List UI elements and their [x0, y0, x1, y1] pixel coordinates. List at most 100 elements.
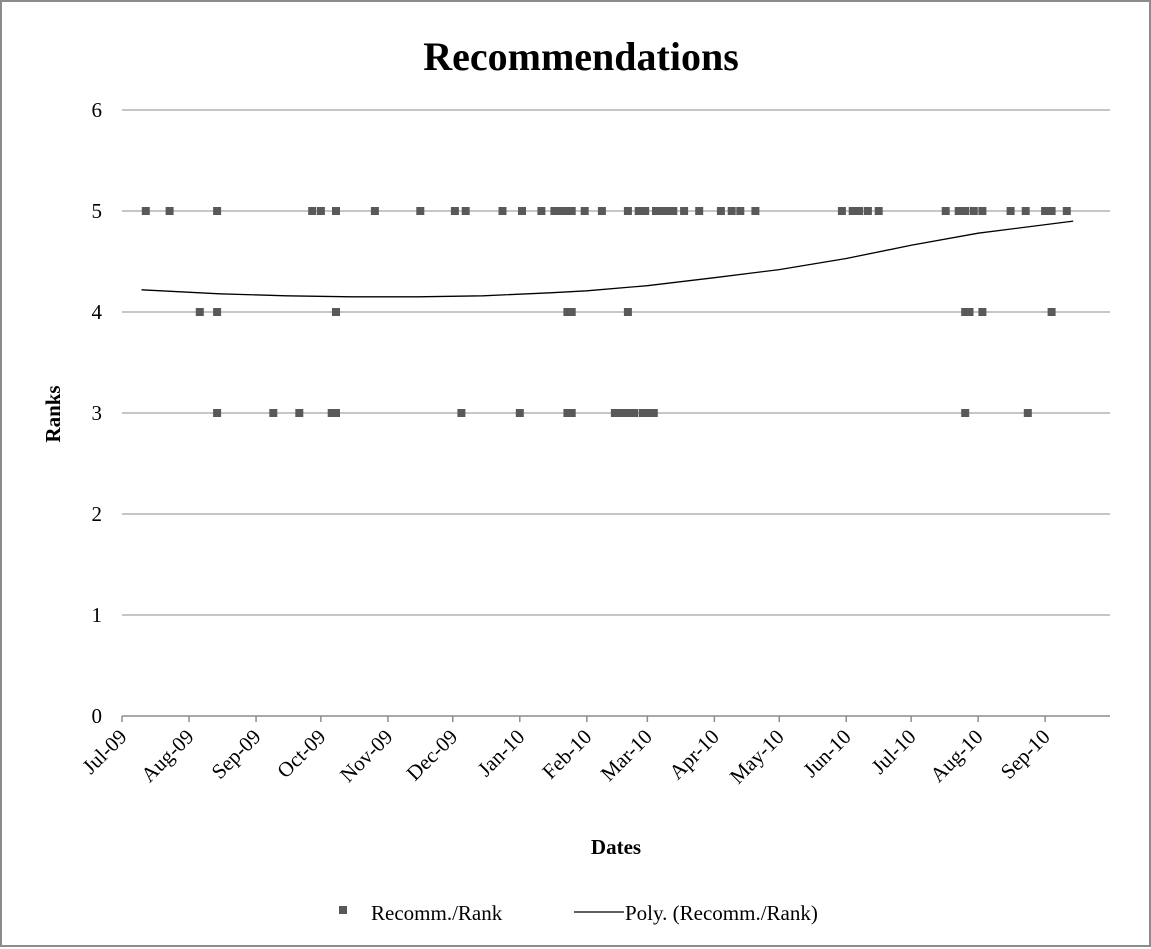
data-point — [623, 409, 632, 417]
x-tick-label: Jul-10 — [867, 725, 921, 779]
y-tick-label: 3 — [92, 401, 103, 425]
data-point — [316, 207, 325, 215]
data-point — [1062, 207, 1071, 215]
x-tick-label: Sep-09 — [207, 725, 266, 784]
y-tick-label: 1 — [92, 603, 103, 627]
data-point — [567, 207, 576, 215]
data-point — [213, 207, 222, 215]
data-point — [658, 207, 667, 215]
x-tick-label: May-10 — [725, 725, 789, 789]
data-point — [961, 207, 970, 215]
data-point — [978, 308, 987, 316]
legend: Recomm./Rank Poly. (Recomm./Rank) — [339, 901, 818, 925]
data-point — [639, 409, 647, 417]
y-tick-label: 4 — [92, 300, 103, 324]
legend-marker-swatch — [339, 906, 347, 914]
data-point — [141, 207, 150, 215]
data-point — [652, 207, 660, 215]
data-point — [567, 409, 576, 417]
data-point — [269, 409, 278, 417]
x-tick-label: Aug-09 — [136, 725, 198, 787]
data-point — [874, 207, 883, 215]
data-point — [461, 207, 470, 215]
data-points — [141, 207, 1071, 417]
data-point — [518, 207, 526, 215]
data-point — [563, 409, 572, 417]
data-point — [597, 207, 606, 215]
data-point — [295, 409, 304, 417]
chart-title: Recommendations — [423, 34, 739, 79]
data-point — [370, 207, 379, 215]
gridlines — [121, 109, 1110, 722]
x-tick-label: Feb-10 — [537, 725, 596, 784]
x-tick-labels: Jul-09 Aug-09 Sep-09 Oct-09 Nov-09 Dec-09 Jan-… — [77, 725, 1054, 789]
data-point — [716, 207, 725, 215]
data-point — [457, 409, 466, 417]
data-point — [961, 409, 970, 417]
x-tick-label: Jun-10 — [798, 725, 855, 782]
data-point — [751, 207, 760, 215]
data-point — [630, 409, 639, 417]
data-point — [1006, 207, 1015, 215]
data-point — [643, 409, 652, 417]
data-point — [978, 207, 987, 215]
data-point — [556, 207, 565, 215]
x-tick-label: Oct-09 — [272, 725, 330, 783]
data-point — [195, 308, 204, 316]
data-point — [727, 207, 736, 215]
trendline-layer — [141, 220, 1074, 298]
data-point — [961, 308, 970, 316]
data-point — [848, 207, 857, 215]
x-tick-label: Jul-09 — [77, 725, 131, 779]
data-point — [327, 409, 336, 417]
data-point — [515, 409, 524, 417]
data-point — [641, 207, 650, 215]
data-point — [1041, 207, 1050, 215]
data-point — [550, 207, 559, 215]
data-point — [498, 207, 507, 215]
y-tick-label: 6 — [92, 98, 103, 122]
data-point — [954, 207, 963, 215]
data-point — [332, 409, 340, 417]
data-point — [567, 308, 576, 316]
data-point — [563, 308, 572, 316]
data-point — [450, 207, 459, 215]
data-point — [695, 207, 704, 215]
data-point — [855, 207, 864, 215]
data-point — [863, 207, 872, 215]
trendline — [141, 220, 1074, 298]
data-point — [649, 409, 658, 417]
data-point — [680, 207, 689, 215]
data-point — [165, 207, 174, 215]
x-tick-label: Jan-10 — [473, 725, 530, 782]
data-point — [1023, 409, 1032, 417]
data-point — [563, 207, 572, 215]
x-tick-label: Sep-10 — [996, 725, 1055, 784]
data-point — [634, 207, 643, 215]
data-point — [662, 207, 671, 215]
x-tick-label: Nov-09 — [335, 725, 397, 787]
data-point — [1047, 308, 1056, 316]
data-point — [213, 409, 222, 417]
data-point — [610, 409, 619, 417]
data-point — [332, 207, 340, 215]
x-tick-label: Dec-09 — [402, 725, 463, 786]
data-point — [623, 207, 632, 215]
x-axis-label: Dates — [591, 835, 641, 859]
x-tick-label: Apr-10 — [664, 725, 724, 785]
data-point — [965, 308, 974, 316]
data-point — [736, 207, 745, 215]
x-tick-label: Mar-10 — [596, 725, 657, 786]
data-point — [332, 308, 340, 316]
data-point — [623, 308, 632, 316]
data-point — [213, 308, 222, 316]
data-point — [308, 207, 317, 215]
data-point — [1021, 207, 1030, 215]
data-point — [416, 207, 425, 215]
x-tick-label: Aug-10 — [925, 725, 987, 787]
legend-label-series: Recomm./Rank — [371, 901, 503, 925]
y-tick-label: 2 — [92, 502, 103, 526]
y-tick-label: 0 — [92, 704, 103, 728]
data-point — [617, 409, 626, 417]
